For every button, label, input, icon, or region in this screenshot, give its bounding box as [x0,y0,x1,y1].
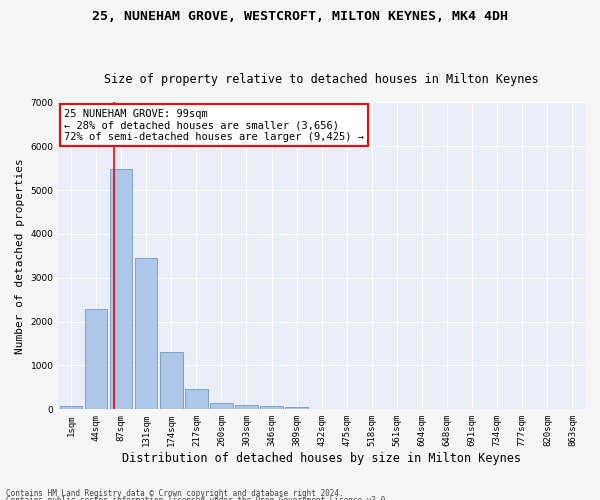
Text: Contains HM Land Registry data © Crown copyright and database right 2024.: Contains HM Land Registry data © Crown c… [6,488,344,498]
Bar [160,352,182,410]
X-axis label: Distribution of detached houses by size in Milton Keynes: Distribution of detached houses by size … [122,452,521,465]
Text: 25, NUNEHAM GROVE, WESTCROFT, MILTON KEYNES, MK4 4DH: 25, NUNEHAM GROVE, WESTCROFT, MILTON KEY… [92,10,508,23]
Bar [286,407,308,410]
Bar [185,388,208,409]
Bar [110,169,133,410]
Text: Contains public sector information licensed under the Open Government Licence v3: Contains public sector information licen… [6,496,390,500]
Bar [59,406,82,409]
Bar [210,402,233,409]
Bar [85,310,107,410]
Bar [260,406,283,410]
Bar [135,258,157,410]
Y-axis label: Number of detached properties: Number of detached properties [15,158,25,354]
Text: 25 NUNEHAM GROVE: 99sqm
← 28% of detached houses are smaller (3,656)
72% of semi: 25 NUNEHAM GROVE: 99sqm ← 28% of detache… [64,108,364,142]
Title: Size of property relative to detached houses in Milton Keynes: Size of property relative to detached ho… [104,73,539,86]
Bar [235,404,258,409]
